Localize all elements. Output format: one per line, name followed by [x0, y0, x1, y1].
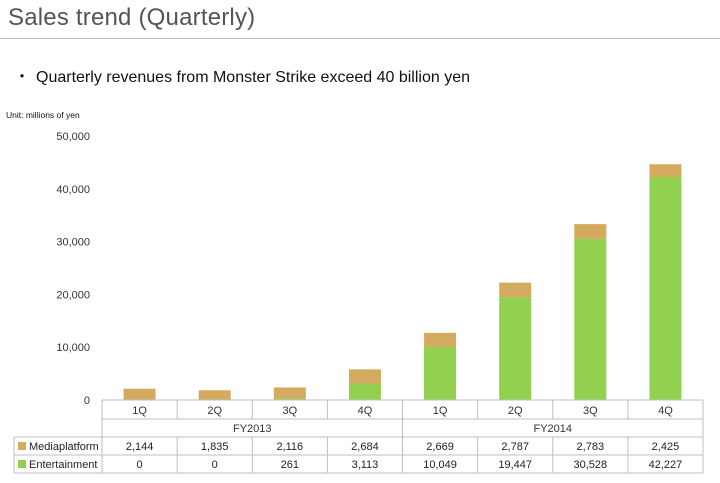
data-label: 2,116 — [276, 441, 303, 453]
data-label: 2,684 — [351, 441, 379, 453]
data-label: 42,227 — [649, 459, 683, 471]
y-tick-label: 30,000 — [56, 237, 90, 249]
data-label: 2,787 — [501, 441, 529, 453]
y-tick-label: 10,000 — [56, 342, 90, 354]
data-label: 30,528 — [573, 459, 607, 471]
legend-swatch — [18, 442, 26, 450]
bar-mediaplatform — [123, 388, 156, 400]
legend-swatch — [18, 460, 26, 468]
bar-entertainment — [499, 297, 532, 400]
x-tick-label: 4Q — [658, 405, 673, 417]
data-label: 0 — [212, 459, 218, 471]
fiscal-year-label: FY2014 — [533, 423, 572, 435]
x-tick-label: 4Q — [358, 405, 373, 417]
bar-entertainment — [574, 238, 607, 400]
fiscal-year-label: FY2013 — [233, 423, 272, 435]
x-tick-label: 2Q — [508, 405, 523, 417]
bar-entertainment — [348, 383, 381, 400]
data-label: 2,425 — [652, 441, 680, 453]
bar-entertainment — [424, 346, 457, 400]
title-divider — [0, 38, 720, 39]
y-tick-label: 0 — [84, 395, 90, 407]
bar-mediaplatform — [348, 369, 381, 384]
bar-mediaplatform — [649, 164, 682, 178]
bar-mediaplatform — [574, 224, 607, 239]
unit-label: Unit: millions of yen — [6, 110, 80, 120]
x-tick-label: 3Q — [583, 405, 598, 417]
bullet-mark: ・ — [14, 69, 31, 86]
bar-mediaplatform — [273, 387, 306, 399]
data-label: 2,144 — [126, 441, 154, 453]
y-tick-label: 40,000 — [56, 184, 90, 196]
data-label: 261 — [281, 459, 299, 471]
bar-mediaplatform — [424, 332, 457, 347]
x-tick-label: 1Q — [132, 405, 147, 417]
legend-label: Mediaplatform — [29, 441, 99, 453]
bar-mediaplatform — [198, 390, 231, 400]
x-tick-label: 3Q — [282, 405, 297, 417]
page-title: Sales trend (Quarterly) — [8, 4, 256, 31]
y-tick-label: 20,000 — [56, 289, 90, 301]
data-label: 10,049 — [423, 459, 457, 471]
data-label: 1,835 — [201, 441, 229, 453]
bar-mediaplatform — [499, 282, 532, 298]
headline-text: Quarterly revenues from Monster Strike e… — [36, 69, 470, 86]
x-tick-label: 2Q — [207, 405, 222, 417]
legend-label: Entertainment — [29, 459, 97, 471]
x-tick-label: 1Q — [433, 405, 448, 417]
data-label: 0 — [137, 459, 143, 471]
y-tick-label: 50,000 — [56, 131, 90, 143]
headline-bullet: ・ Quarterly revenues from Monster Strike … — [14, 63, 470, 87]
data-label: 2,669 — [426, 441, 454, 453]
bar-entertainment — [649, 177, 682, 400]
bar-entertainment — [273, 398, 306, 400]
data-label: 19,447 — [498, 459, 532, 471]
data-label: 2,783 — [577, 441, 605, 453]
data-label: 3,113 — [352, 459, 379, 471]
